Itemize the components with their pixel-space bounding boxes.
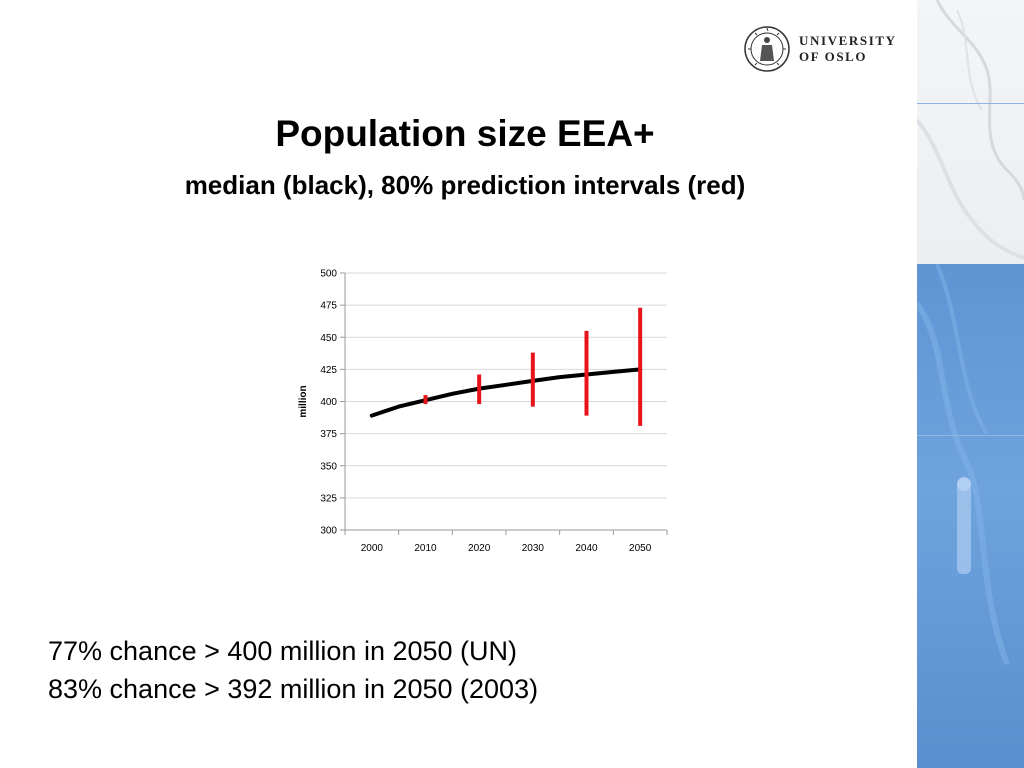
deco-divider-line: [917, 103, 1024, 104]
notes: 77% chance > 400 million in 2050 (UN) 83…: [48, 632, 538, 708]
y-tick-label: 475: [320, 301, 337, 312]
university-seal-icon: [744, 26, 790, 72]
y-tick-label: 375: [320, 429, 337, 440]
note-line: 77% chance > 400 million in 2050 (UN): [48, 636, 518, 666]
y-tick-label: 300: [320, 526, 337, 537]
median-line: [369, 367, 643, 418]
x-tick-label: 2000: [361, 543, 384, 554]
deco-divider-line: [917, 435, 1024, 436]
statue-background-top: [917, 0, 1024, 264]
logo-line-1: UNIVERSITY: [799, 33, 897, 48]
slide-subtitle: median (black), 80% prediction intervals…: [184, 170, 746, 200]
right-decoration: [917, 0, 1024, 768]
y-tick-label: 425: [320, 365, 337, 376]
x-tick-label: 2050: [629, 543, 652, 554]
x-tick-label: 2040: [575, 543, 598, 554]
population-chart: 300 325 350 375 400 425 450 475 500 2000 2010 2020 2…: [298, 269, 668, 554]
university-logo: UNIVERSITY OF OSLO: [743, 24, 897, 74]
x-tick-label: 2010: [414, 543, 437, 554]
y-tick-label: 500: [320, 269, 337, 280]
x-tick-label: 2030: [522, 543, 545, 554]
statue-figure-icon: [917, 263, 1010, 666]
statue-sketch-icon: [917, 0, 1024, 260]
slide-title: Population size EEA+: [275, 113, 655, 154]
y-tick-label: 400: [320, 397, 337, 408]
x-tick-label: 2020: [468, 543, 491, 554]
y-tick-label: 325: [320, 493, 337, 504]
note-line: 83% chance > 392 million in 2050 (2003): [48, 674, 539, 704]
logo-line-2: OF OSLO: [799, 49, 868, 64]
statue-background-bottom: [917, 263, 1024, 768]
y-tick-label: 450: [320, 333, 337, 344]
y-axis-label: million: [298, 385, 309, 417]
y-tick-label: 350: [320, 461, 337, 472]
